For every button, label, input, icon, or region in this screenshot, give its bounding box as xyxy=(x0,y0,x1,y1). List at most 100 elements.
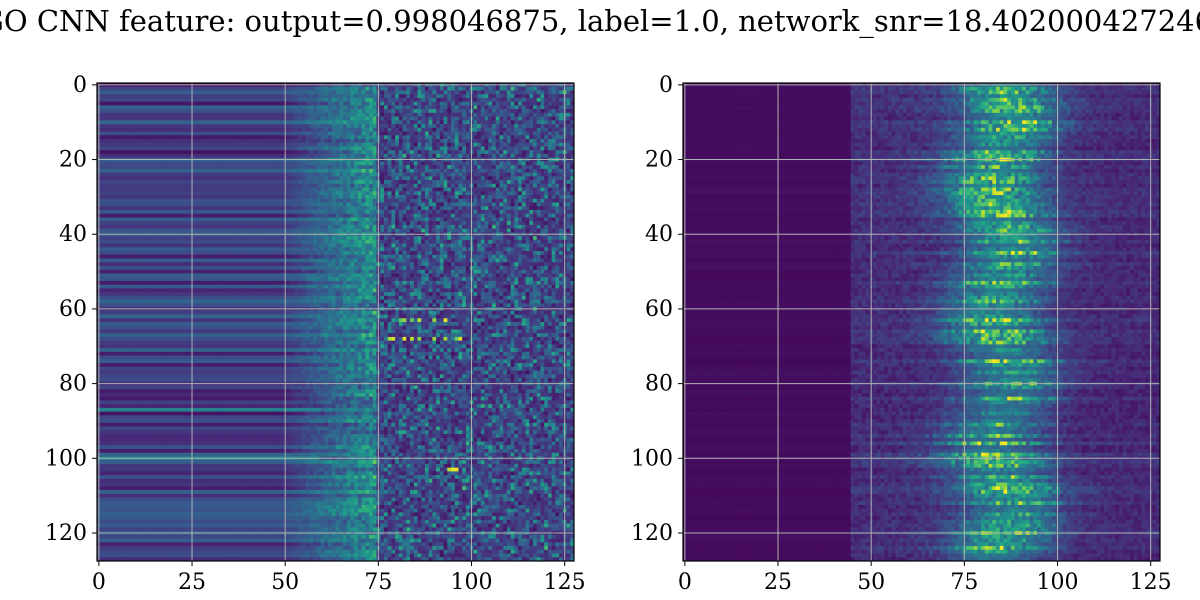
heatmap-cell xyxy=(157,102,161,106)
heatmap-cell xyxy=(533,105,537,109)
heatmap-cell xyxy=(350,98,354,102)
heatmap-cell xyxy=(268,102,272,106)
heatmap-cell xyxy=(175,109,179,113)
heatmap-cell xyxy=(280,109,284,113)
heatmap-cell xyxy=(272,113,276,117)
heatmap-cell xyxy=(287,87,291,91)
heatmap-cell xyxy=(328,117,332,121)
heatmap-cell xyxy=(526,94,530,98)
heatmap-cell xyxy=(533,98,537,102)
heatmap-cell xyxy=(447,117,451,121)
heatmap-cell xyxy=(421,94,425,98)
heatmap-cell xyxy=(142,98,146,102)
heatmap-cell xyxy=(403,90,407,94)
heatmap-cell xyxy=(358,94,362,98)
heatmap-cell xyxy=(231,87,235,91)
heatmap-cell xyxy=(473,87,477,91)
heatmap-cell xyxy=(145,117,149,121)
heatmap-cell xyxy=(395,109,399,113)
heatmap-cell xyxy=(540,94,544,98)
heatmap-cell xyxy=(403,98,407,102)
heatmap-cell xyxy=(354,113,358,117)
heatmap-cell xyxy=(343,105,347,109)
heatmap-cell xyxy=(287,102,291,106)
heatmap-cell xyxy=(347,102,351,106)
heatmap-cell xyxy=(183,102,187,106)
heatmap-cell xyxy=(373,105,377,109)
heatmap-cell xyxy=(213,90,217,94)
heatmap-cell xyxy=(265,94,269,98)
heatmap-cell xyxy=(324,109,328,113)
heatmap-cell xyxy=(425,94,429,98)
heatmap-cell xyxy=(395,105,399,109)
heatmap-cell xyxy=(168,105,172,109)
heatmap-cell xyxy=(548,87,552,91)
heatmap-cell xyxy=(257,113,261,117)
heatmap-cell xyxy=(503,98,507,102)
heatmap-cell xyxy=(183,98,187,102)
heatmap-cell xyxy=(313,109,317,113)
heatmap-cell xyxy=(529,105,533,109)
heatmap-cell xyxy=(477,98,481,102)
heatmap-cell xyxy=(276,98,280,102)
heatmap-cell xyxy=(462,117,466,121)
heatmap-cell xyxy=(157,94,161,98)
heatmap-cell xyxy=(160,109,164,113)
heatmap-cell xyxy=(529,94,533,98)
heatmap-cell xyxy=(537,90,541,94)
heatmap-cell xyxy=(336,87,340,91)
heatmap-cell xyxy=(339,87,343,91)
heatmap-cell xyxy=(514,109,518,113)
heatmap-cell xyxy=(175,105,179,109)
heatmap-cell xyxy=(257,105,261,109)
heatmap-cell xyxy=(101,90,105,94)
heatmap-cell xyxy=(250,90,254,94)
heatmap-cell xyxy=(406,109,410,113)
heatmap-cell xyxy=(384,102,388,106)
heatmap-cell xyxy=(499,94,503,98)
heatmap-cell xyxy=(257,87,261,91)
heatmap-cell xyxy=(224,98,228,102)
heatmap-cell xyxy=(332,87,336,91)
heatmap-cell xyxy=(209,87,213,91)
heatmap-cell xyxy=(391,94,395,98)
heatmap-cell xyxy=(537,94,541,98)
heatmap-cell xyxy=(201,109,205,113)
heatmap-cell xyxy=(149,120,153,124)
heatmap-cell xyxy=(108,102,112,106)
heatmap-cell xyxy=(354,102,358,106)
heatmap-cell xyxy=(313,94,317,98)
heatmap-cell xyxy=(362,102,366,106)
heatmap-cell xyxy=(183,90,187,94)
heatmap-cell xyxy=(414,117,418,121)
heatmap-cell xyxy=(455,87,459,91)
heatmap-cell xyxy=(339,109,343,113)
heatmap-cell xyxy=(183,87,187,91)
heatmap-cell xyxy=(198,117,202,121)
heatmap-cell xyxy=(362,87,366,91)
heatmap-cell xyxy=(265,109,269,113)
heatmap-cell xyxy=(447,109,451,113)
heatmap-cell xyxy=(250,105,254,109)
heatmap-cell xyxy=(164,117,168,121)
heatmap-cell xyxy=(216,109,220,113)
heatmap-cell xyxy=(321,87,325,91)
heatmap-cell xyxy=(186,113,190,117)
heatmap-cell xyxy=(518,90,522,94)
heatmap-cell xyxy=(347,98,351,102)
heatmap-cell xyxy=(425,109,429,113)
heatmap-cell xyxy=(380,102,384,106)
heatmap-cell xyxy=(116,98,120,102)
heatmap-cell xyxy=(194,113,198,117)
heatmap-cell xyxy=(257,102,261,106)
heatmap-cell xyxy=(358,105,362,109)
heatmap-cell xyxy=(395,98,399,102)
heatmap-cell xyxy=(537,98,541,102)
heatmap-cell xyxy=(481,98,485,102)
heatmap-cell xyxy=(179,120,183,124)
heatmap-cell xyxy=(391,113,395,117)
heatmap-cell xyxy=(254,105,258,109)
heatmap-cell xyxy=(149,113,153,117)
heatmap-cell xyxy=(410,117,414,121)
heatmap-cell xyxy=(514,113,518,117)
